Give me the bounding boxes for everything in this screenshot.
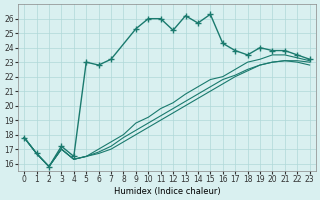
X-axis label: Humidex (Indice chaleur): Humidex (Indice chaleur) — [114, 187, 220, 196]
